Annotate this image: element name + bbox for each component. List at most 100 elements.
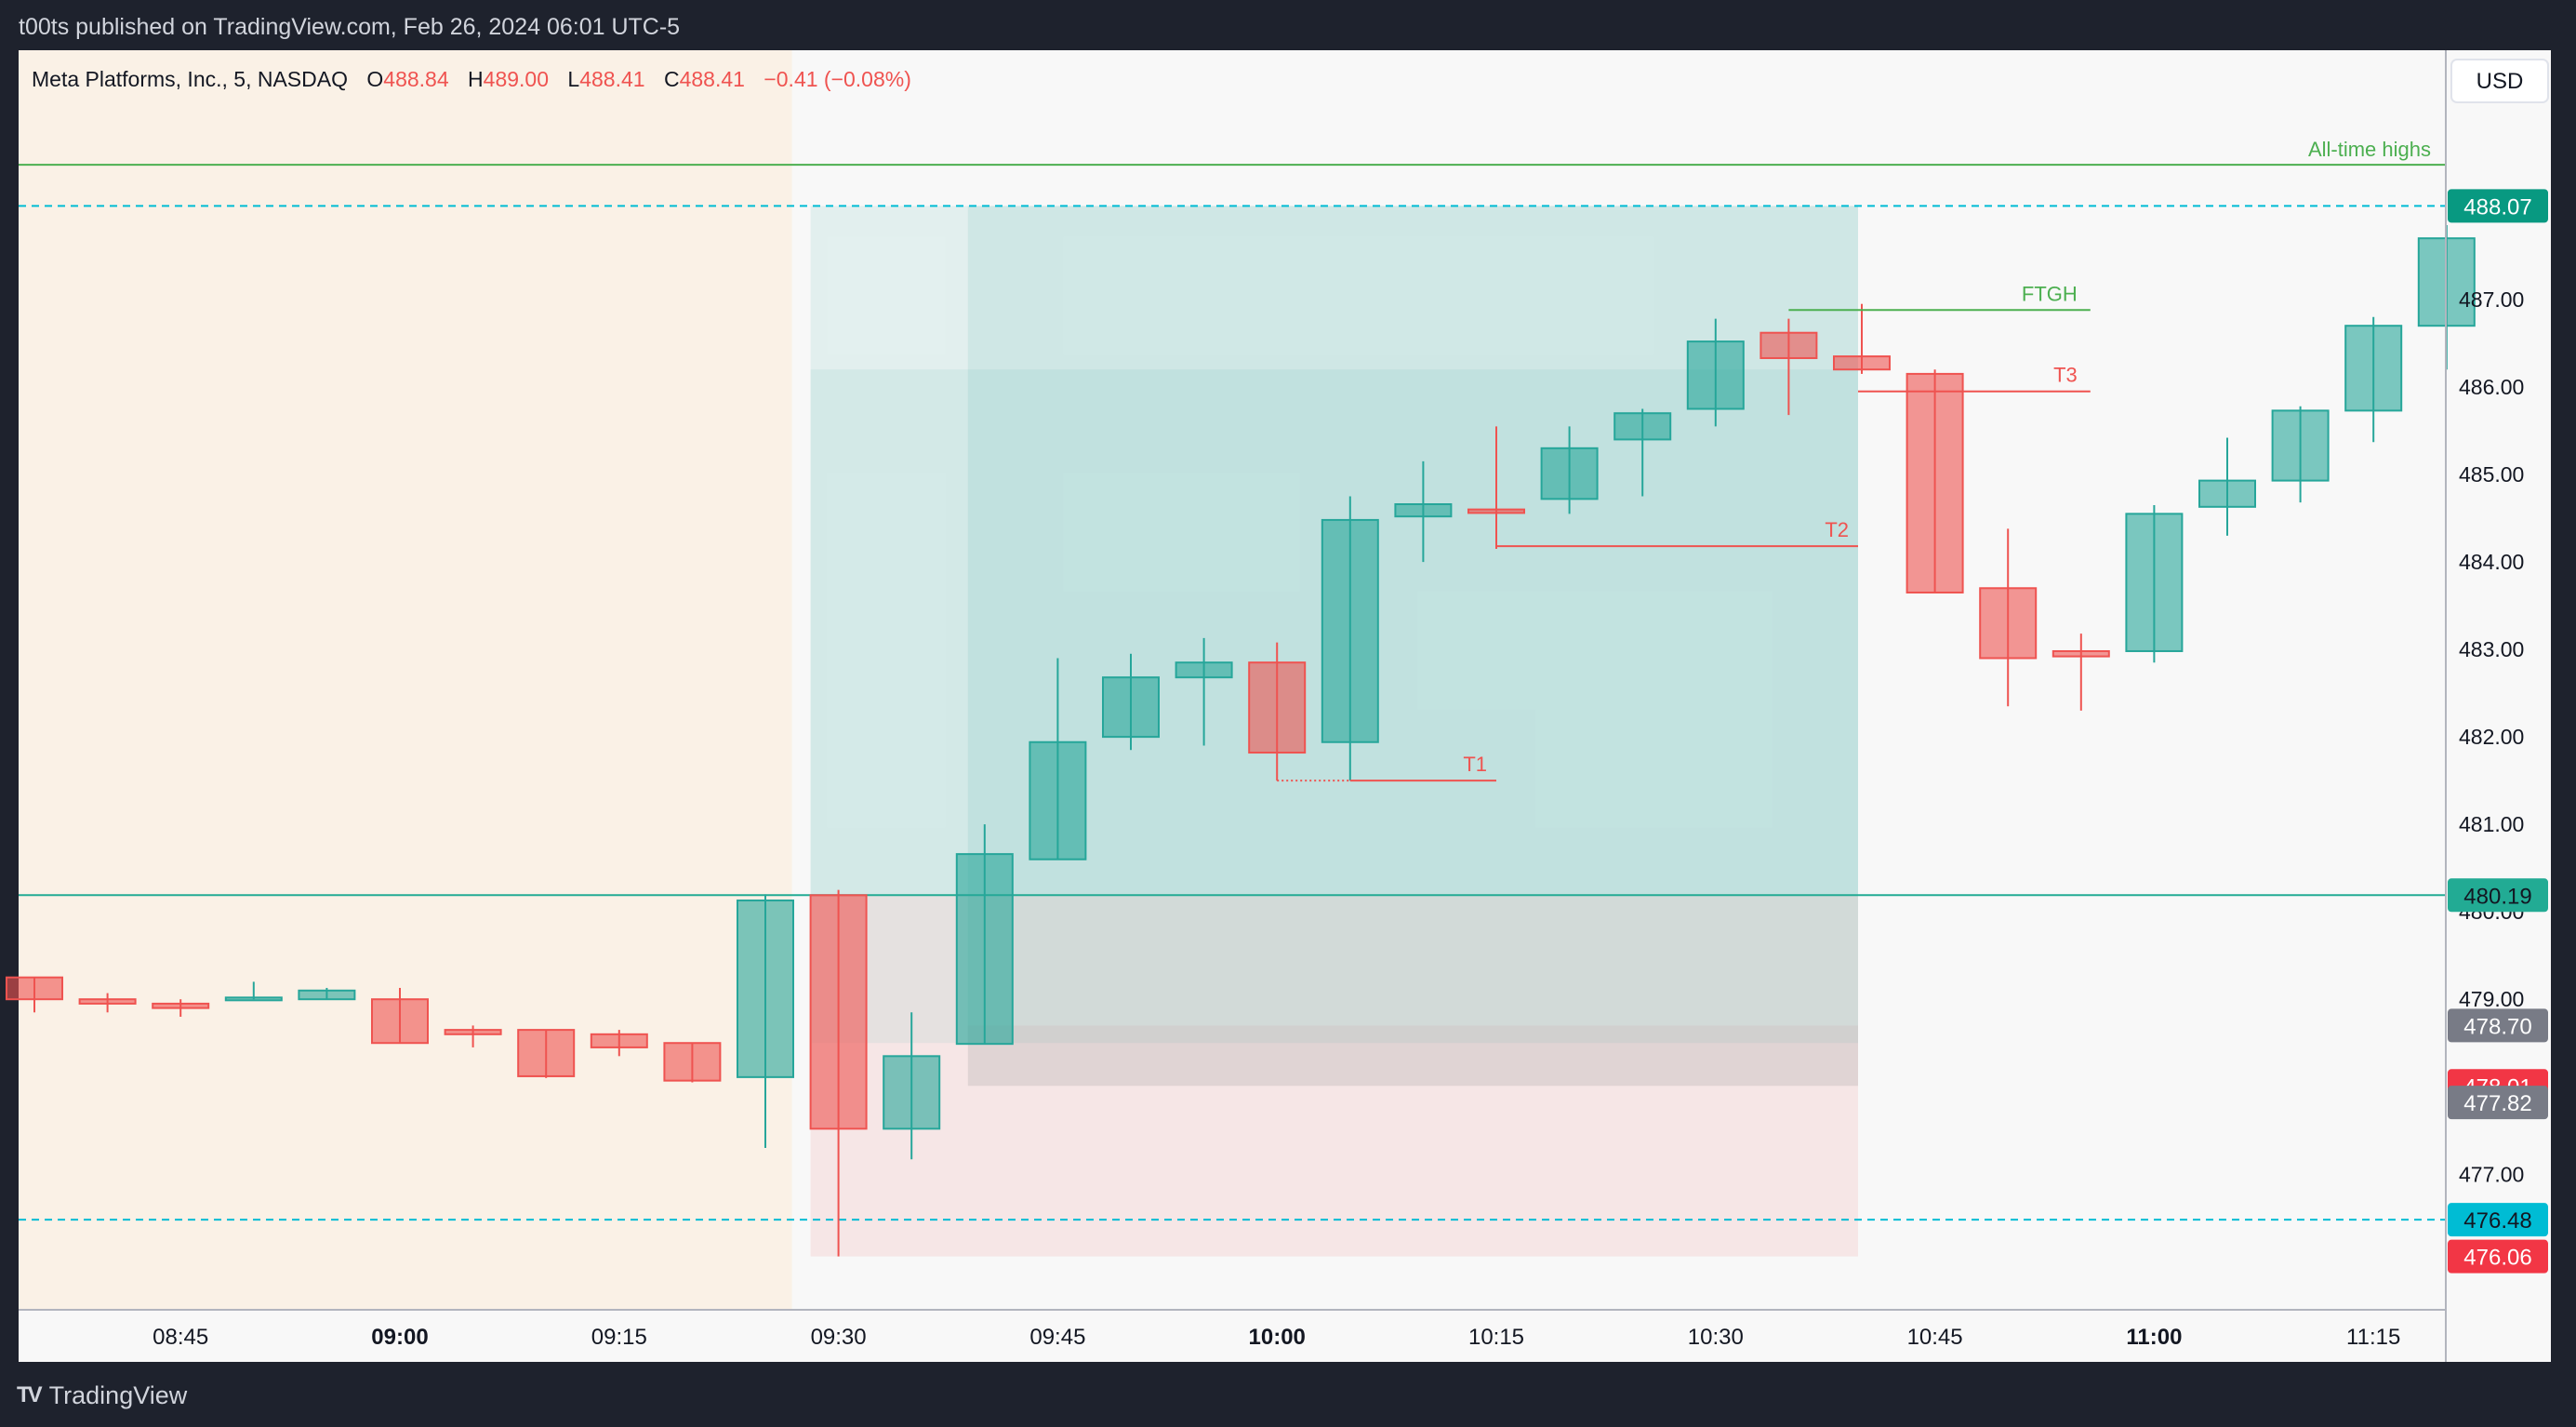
price-label-480-19: 480.19 bbox=[2448, 878, 2548, 913]
candle-body bbox=[78, 998, 137, 1005]
candle-1035 bbox=[1759, 318, 1818, 416]
price-label-text: 476.48 bbox=[2463, 1208, 2531, 1234]
price-label-bg bbox=[2448, 1203, 2548, 1237]
currency-label: USD bbox=[2476, 69, 2524, 94]
candles-layer bbox=[6, 225, 2476, 1257]
candle-0950 bbox=[1102, 653, 1160, 751]
candle-body bbox=[737, 899, 794, 1078]
candle-body bbox=[955, 853, 1014, 1046]
price-label-text: 478.70 bbox=[2463, 1014, 2531, 1039]
annotation-t2-label: T2 bbox=[1825, 518, 1849, 541]
y-tick-label: 483.00 bbox=[2459, 637, 2524, 661]
candle-body bbox=[1833, 355, 1891, 371]
candle-body bbox=[1467, 508, 1525, 514]
candle-0925 bbox=[737, 894, 794, 1149]
price-label-478-70: 478.70 bbox=[2448, 1008, 2548, 1043]
annotation-t1-label: T1 bbox=[1463, 753, 1487, 776]
candle-1030 bbox=[1686, 318, 1745, 427]
price-label-476-48: 476.48 bbox=[2448, 1203, 2548, 1237]
annotations-layer: T1 T2 T3 FTGH bbox=[1277, 282, 2091, 782]
candle-body bbox=[1102, 676, 1160, 739]
y-tick-label: 479.00 bbox=[2459, 987, 2524, 1011]
candle-1020 bbox=[1540, 426, 1599, 514]
candle-body bbox=[590, 1033, 648, 1048]
candle-0935 bbox=[883, 1012, 941, 1160]
candle-0900 bbox=[371, 987, 429, 1045]
legend-layer: Meta Platforms, Inc., 5, NASDAQ O488.84 … bbox=[32, 67, 911, 91]
candle-body bbox=[809, 894, 868, 1130]
candle-0920 bbox=[663, 1042, 722, 1083]
candle-body bbox=[1321, 518, 1379, 743]
candle-body bbox=[152, 1002, 210, 1009]
axes-layer: 477.00479.00480.00481.00482.00483.00484.… bbox=[19, 50, 2548, 1362]
price-label-bg bbox=[2448, 1008, 2548, 1043]
candle-1000 bbox=[1248, 642, 1307, 781]
price-label-text: 488.07 bbox=[2463, 194, 2531, 220]
candle-body bbox=[883, 1055, 941, 1130]
candle-0930 bbox=[809, 889, 868, 1257]
price-label-488-07: 488.07 bbox=[2448, 189, 2548, 223]
currency-button[interactable]: USD bbox=[2450, 59, 2549, 103]
candle-0905 bbox=[444, 1025, 502, 1047]
price-label-bg bbox=[2448, 1086, 2548, 1120]
candle-body bbox=[2271, 409, 2330, 482]
candle-1055 bbox=[2052, 633, 2110, 711]
candle-1010 bbox=[1394, 460, 1453, 563]
tradingview-logo-icon: TV bbox=[17, 1382, 43, 1407]
x-tick-label: 09:45 bbox=[1029, 1325, 1085, 1350]
y-tick-label: 486.00 bbox=[2459, 375, 2524, 399]
candle-1005 bbox=[1321, 496, 1379, 781]
candle-0915 bbox=[590, 1030, 648, 1057]
candle-1110 bbox=[2271, 406, 2330, 503]
candle-body bbox=[1394, 503, 1453, 518]
candle-body bbox=[517, 1029, 576, 1077]
candle-body bbox=[1248, 661, 1307, 754]
x-tick-label: 10:45 bbox=[1907, 1325, 1963, 1350]
candle-body bbox=[2052, 649, 2110, 658]
price-label-text: 477.82 bbox=[2463, 1091, 2531, 1116]
y-tick-label: 477.00 bbox=[2459, 1162, 2524, 1186]
y-tick-label: 485.00 bbox=[2459, 462, 2524, 487]
candle-body bbox=[1686, 340, 1745, 410]
price-label-bg bbox=[2448, 878, 2548, 913]
candle-body bbox=[1759, 331, 1818, 359]
x-tick-label: 10:30 bbox=[1688, 1325, 1744, 1350]
candle-body bbox=[224, 996, 283, 1002]
annotation-t3-label: T3 bbox=[2053, 364, 2078, 387]
annotation-ftgh-label: FTGH bbox=[2022, 282, 2078, 305]
candle-1040 bbox=[1833, 303, 1891, 374]
x-tick-label: 10:15 bbox=[1468, 1325, 1524, 1350]
position-boxes-layer bbox=[810, 206, 1858, 1257]
candle-body bbox=[1540, 447, 1599, 500]
candle-0910 bbox=[517, 1029, 576, 1078]
candle-body bbox=[6, 976, 63, 1001]
candle-body bbox=[1175, 661, 1233, 679]
price-label-bg bbox=[2448, 1239, 2548, 1274]
y-tick-label: 481.00 bbox=[2459, 812, 2524, 836]
x-tick-label: 09:15 bbox=[591, 1325, 647, 1350]
candle-1045 bbox=[1905, 369, 1964, 593]
horizontal-lines-layer: All-time highs bbox=[19, 138, 2446, 1221]
candle-1115 bbox=[2344, 316, 2403, 443]
candle-0855 bbox=[298, 987, 356, 1001]
candle-1025 bbox=[1613, 408, 1672, 497]
candle-1050 bbox=[1979, 528, 2038, 707]
y-tick-label: 487.00 bbox=[2459, 287, 2524, 312]
long-position-2-stop-zone bbox=[967, 1025, 1858, 1087]
x-tick-label: 09:00 bbox=[371, 1325, 428, 1350]
candle-body bbox=[1029, 740, 1087, 860]
footer: TV TradingView bbox=[17, 1377, 187, 1414]
background-layer bbox=[19, 50, 792, 1310]
x-tick-label: 08:45 bbox=[153, 1325, 208, 1350]
candle-1100 bbox=[2125, 504, 2184, 663]
price-label-477-82: 477.82 bbox=[2448, 1086, 2548, 1120]
candle-body bbox=[298, 989, 356, 1001]
candle-body bbox=[2198, 479, 2256, 508]
price-label-476-06: 476.06 bbox=[2448, 1239, 2548, 1274]
candle-0955 bbox=[1175, 637, 1233, 746]
publish-text: t00ts published on TradingView.com, Feb … bbox=[19, 14, 681, 40]
candle-body bbox=[663, 1042, 722, 1082]
candle-0940 bbox=[955, 824, 1014, 1046]
candle-0845 bbox=[152, 999, 210, 1018]
